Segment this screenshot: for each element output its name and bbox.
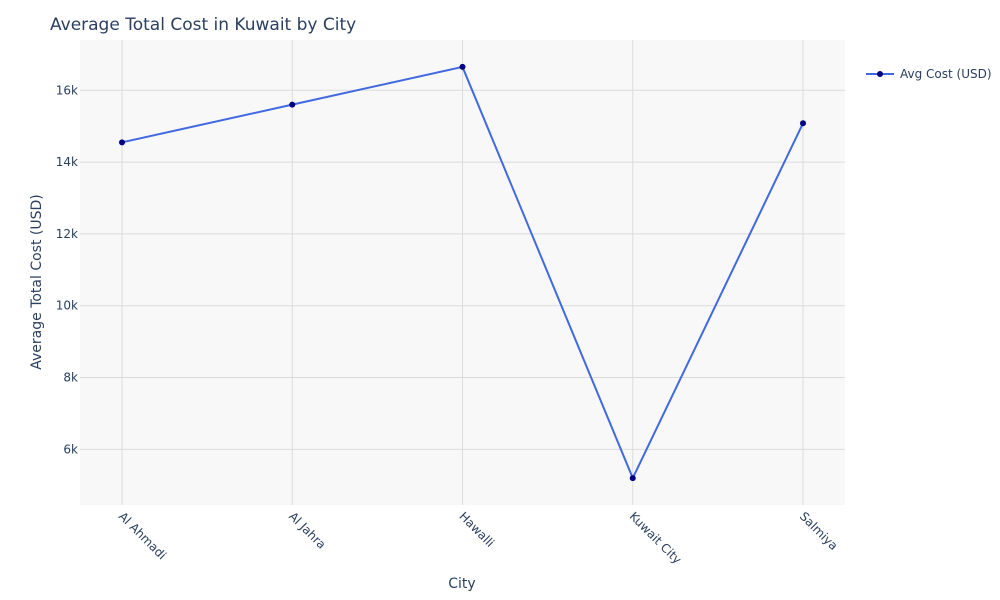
x-tick-label: Hawalli [456, 509, 497, 550]
y-tick-label: 16k [56, 83, 78, 97]
data-point[interactable] [119, 139, 125, 146]
x-tick-label: Al Ahmadi [116, 509, 169, 562]
legend-marker-swatch [877, 71, 883, 77]
legend-label: Avg Cost (USD) [900, 67, 992, 81]
y-grid-lines [80, 89, 845, 450]
chart-title: Average Total Cost in Kuwait by City [50, 15, 356, 35]
data-point[interactable] [289, 101, 296, 108]
series-layer [119, 63, 806, 482]
legend[interactable]: Avg Cost (USD) [866, 67, 992, 81]
x-axis-ticks: Al Ahmadi Al Jahra Hawalli Kuwait City Salmi… [116, 509, 841, 567]
data-point[interactable] [459, 63, 466, 70]
y-axis-ticks: 6k 8k 10k 12k 14k 16k [56, 83, 78, 456]
y-axis-title: Average Total Cost (USD) [29, 194, 45, 370]
x-axis-title: City [448, 576, 475, 592]
y-tick-label: 12k [56, 227, 78, 241]
y-tick-label: 10k [56, 299, 78, 313]
y-tick-label: 14k [56, 155, 78, 169]
x-grid-lines [121, 40, 804, 505]
x-tick-label: Kuwait City [627, 509, 685, 567]
data-point[interactable] [800, 120, 806, 127]
x-tick-label: Salmiya [797, 509, 841, 553]
data-point[interactable] [629, 475, 636, 482]
x-tick-label: Al Jahra [286, 509, 329, 552]
y-tick-label: 6k [63, 442, 78, 456]
y-tick-label: 8k [63, 371, 78, 385]
